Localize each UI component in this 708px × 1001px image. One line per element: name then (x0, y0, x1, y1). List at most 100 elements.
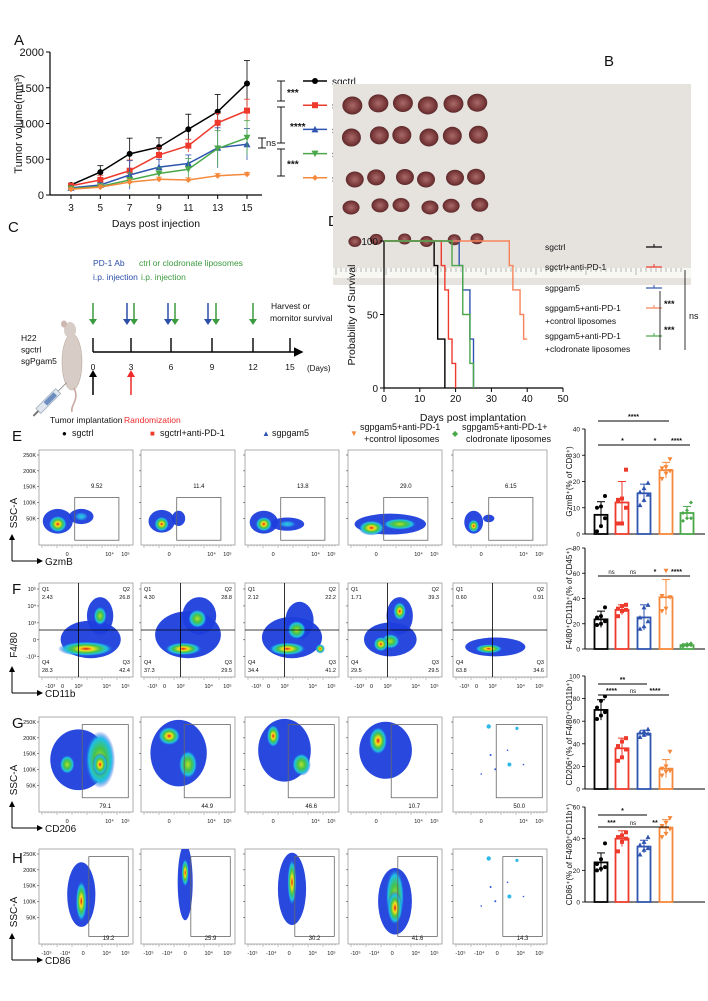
x-tick-label: 0 (375, 819, 378, 825)
gate-box[interactable] (176, 497, 222, 541)
flow-plot: 0 10⁴ 10⁵ 29.0 (346, 449, 443, 558)
x-tick-label: 10⁵ (535, 818, 543, 825)
flow-plot: 10⁵ 10⁴ 10³ 0 -10³ -10³ 0 10³ 10⁴ 10⁵ Q1 2.43 Q2 26.8… (26, 582, 134, 690)
data-point (599, 698, 603, 703)
gate-box[interactable] (488, 497, 534, 541)
y-tick-label: 20 (573, 764, 581, 771)
mouse-head (64, 322, 76, 338)
gate-box[interactable] (74, 497, 120, 541)
data-point (659, 476, 665, 482)
y-tick-label: 500 (26, 154, 44, 166)
x-tick-label: 10⁵ (223, 950, 231, 957)
data-point (156, 144, 162, 151)
gate-box[interactable] (280, 497, 326, 541)
density-blob (287, 858, 297, 906)
data-point (155, 170, 163, 178)
data-point (667, 469, 673, 474)
data-point (624, 505, 628, 510)
data-point (659, 773, 665, 778)
data-point (616, 744, 620, 749)
quadrant-value: 37.3 (144, 668, 155, 674)
y-tick-label: 200K (23, 868, 36, 874)
data-point (244, 80, 250, 87)
day-label: 9 (210, 362, 215, 372)
quadrant-name: Q1 (351, 587, 358, 593)
event-dot (494, 768, 497, 771)
bar (658, 826, 674, 903)
x-tick-label: 0 (370, 684, 373, 690)
bar (636, 732, 652, 790)
data-point (641, 839, 647, 844)
data-point (641, 847, 647, 852)
event-dot (506, 881, 509, 884)
data-point (681, 642, 685, 647)
gate-percentage: 30.2 (309, 936, 321, 942)
data-point (214, 119, 221, 126)
y-axis-label: Tumor volume(mm³) (13, 74, 25, 173)
data-point (599, 713, 603, 718)
tumor (392, 198, 410, 213)
quadrant-value: 39.3 (428, 595, 439, 601)
gate-box[interactable] (294, 856, 335, 937)
x-tick-label: 0 (61, 684, 64, 690)
legend-label: sgctrl+anti-PD-1 (545, 262, 606, 272)
gate-box[interactable] (495, 724, 543, 799)
y-tick-label: 150K (23, 752, 36, 758)
x-tick-label: 10⁵ (327, 818, 335, 825)
gate-box[interactable] (397, 856, 438, 937)
event-dot (489, 754, 492, 756)
x-tick-label: 10⁴ (207, 818, 216, 825)
survival-chart: 0 50 100 0 10 20 30 40 50 Days post implantation P… (346, 237, 699, 424)
gate-box[interactable] (190, 856, 231, 937)
x-tick-label: 9 (156, 203, 162, 214)
x-tick-label: 10⁴ (207, 551, 216, 558)
event-dot (522, 763, 525, 766)
density-blob (92, 753, 108, 776)
legend-label: +control liposomes (364, 434, 440, 444)
x-tick-label: -10⁴ (162, 950, 173, 957)
event-dot (486, 724, 491, 729)
y-tick-label: 0 (576, 787, 580, 794)
series-4 (68, 171, 250, 193)
significance-label: **** (671, 438, 682, 445)
data-point (595, 505, 599, 510)
data-point (243, 134, 251, 142)
y-tick-label: 100K (23, 900, 36, 906)
quadrant-value: 42.4 (119, 668, 130, 674)
gate-box[interactable] (502, 856, 543, 937)
data-point (685, 641, 689, 646)
flow-plot: 0 10⁴ 10⁵ 13.8 (243, 449, 340, 558)
density-cloud (354, 513, 427, 536)
flow-plot: 0 10⁴ 10⁵ 44.9 (139, 716, 236, 825)
significance-label: ns (608, 570, 614, 576)
gate-box[interactable] (383, 497, 429, 541)
significance-label: ** (620, 677, 626, 684)
legend-marker (311, 150, 319, 158)
gate-box[interactable] (183, 724, 231, 799)
data-point (595, 868, 599, 873)
x-tick-label: 10³ (384, 684, 392, 690)
plot-frame (452, 716, 548, 813)
flow-plot: -10⁵ -10⁴ 0 10⁴ 10⁵ 25.9 (139, 848, 236, 957)
gate-box[interactable] (88, 856, 129, 937)
data-point (616, 758, 620, 763)
gate-box[interactable] (390, 724, 438, 799)
randomization-label: Randomization (124, 415, 181, 425)
data-point (603, 865, 607, 870)
x-tick-label: 10⁵ (223, 551, 231, 558)
gate-box[interactable] (81, 724, 129, 799)
x-tick-label: 5 (98, 203, 104, 214)
legend-label: sgpgam5 (545, 283, 580, 293)
data-point (599, 857, 603, 862)
event-dot (480, 905, 483, 907)
x-tick-label: 10⁵ (430, 950, 438, 957)
tumor (392, 94, 413, 113)
data-point (599, 524, 603, 529)
panel-label-C: C (8, 219, 19, 236)
y-tick-label: 30 (573, 453, 581, 460)
density-cloud (249, 510, 305, 534)
y-tick-label: 40 (573, 836, 581, 843)
gate-box[interactable] (287, 724, 335, 799)
x-tick-label: 10⁵ (121, 551, 129, 558)
x-tick-label: 10⁵ (535, 950, 543, 957)
